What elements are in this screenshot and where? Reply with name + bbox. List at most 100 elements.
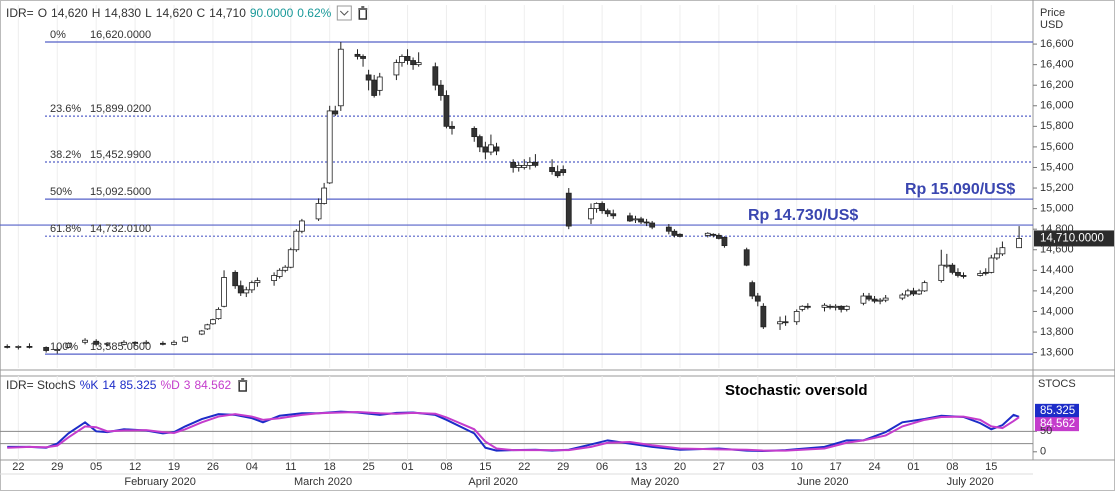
delete-icon[interactable] <box>358 6 368 20</box>
x-tick-label: 22 <box>12 461 24 473</box>
x-tick-label: 24 <box>868 461 880 473</box>
x-tick-label: 18 <box>324 461 336 473</box>
candle-body <box>515 165 522 168</box>
candle-body <box>866 295 872 300</box>
candle-body <box>43 347 50 351</box>
x-tick-label: 04 <box>246 461 258 473</box>
ohlc-value: 14,710 <box>209 6 246 20</box>
ohlc-label: C <box>197 6 206 20</box>
candle-body <box>337 48 344 107</box>
y-tick-label: 15,200 <box>1040 182 1074 194</box>
candle-body <box>54 349 61 351</box>
candle-body <box>399 56 405 63</box>
dropdown[interactable] <box>336 5 352 21</box>
x-tick-label: 19 <box>168 461 180 473</box>
fib-pct: 100% <box>50 341 78 353</box>
candle-body <box>838 305 845 310</box>
x-tick-label: 10 <box>791 461 803 473</box>
x-tick-label: 29 <box>557 461 569 473</box>
x-tick-label: 03 <box>752 461 764 473</box>
candle-body <box>549 167 555 172</box>
fib-value: 16,620.0000 <box>90 29 151 41</box>
candle-body <box>949 264 956 273</box>
candle-body <box>354 53 361 57</box>
candle-body <box>321 187 328 204</box>
candle-body <box>782 321 789 324</box>
candle-body <box>371 79 378 96</box>
candle-body <box>221 277 227 307</box>
fib-pct: 0% <box>50 29 66 41</box>
candle-body <box>104 342 111 345</box>
candle-body <box>721 237 728 247</box>
candle-body <box>326 110 333 184</box>
candle-body <box>754 295 761 302</box>
k-value: 85.325 <box>120 378 157 392</box>
candle-body <box>182 336 189 342</box>
candle-body <box>121 341 127 345</box>
candle-body <box>960 275 967 277</box>
candle-body <box>649 222 656 228</box>
x-tick-label: 05 <box>90 461 102 473</box>
candle-body <box>15 346 22 348</box>
x-tick-label: 12 <box>129 461 141 473</box>
candle-body <box>215 308 222 320</box>
candle-body <box>799 305 806 310</box>
y-axis-title: Price <box>1040 7 1065 19</box>
y-tick-label: 13,800 <box>1040 326 1074 338</box>
y-tick-label: 14,400 <box>1040 264 1074 276</box>
candle-body <box>943 264 950 267</box>
candle-body <box>410 60 416 66</box>
y-tick-label: 14,000 <box>1040 305 1074 317</box>
candle-body <box>988 257 995 273</box>
y-tick-label: 15,000 <box>1040 203 1074 215</box>
candle-body <box>588 208 594 220</box>
candle-body <box>860 295 867 304</box>
candle-body <box>560 169 567 174</box>
delete-icon[interactable] <box>238 378 248 392</box>
candle-body <box>832 305 839 308</box>
candle-body <box>777 321 783 325</box>
candle-body <box>315 203 322 220</box>
x-tick-label: 20 <box>674 461 686 473</box>
candle-body <box>638 218 644 223</box>
candle-body <box>488 144 494 153</box>
fib-pct: 61.8% <box>50 223 81 235</box>
candle-body <box>443 95 450 127</box>
candle-body <box>627 215 633 222</box>
candle-body <box>899 294 906 299</box>
change-pct: 0.62% <box>297 6 331 20</box>
candle-body <box>432 66 439 86</box>
candle-body <box>360 56 366 59</box>
y-tick-label: 15,600 <box>1040 141 1074 153</box>
candle-body <box>877 299 884 302</box>
d-period: 3 <box>184 378 191 392</box>
y-tick-label: 13,600 <box>1040 346 1074 358</box>
marks <box>4 42 1114 452</box>
candle-body <box>704 232 711 236</box>
grid <box>17 5 1037 460</box>
x-tick-label: 01 <box>907 461 919 473</box>
candle-body <box>437 84 444 96</box>
candle-body <box>743 249 750 266</box>
candle-body <box>905 290 911 296</box>
candle-body <box>143 341 150 344</box>
candle-body <box>993 253 1000 259</box>
candle-body <box>482 146 489 153</box>
candle-body <box>710 233 717 236</box>
candle-body <box>521 165 528 168</box>
y-tick-label: 16,200 <box>1040 79 1074 91</box>
candle-body <box>243 289 250 294</box>
month-label: May 2020 <box>631 476 679 488</box>
annotation: Rp 14.730/US$ <box>748 207 858 224</box>
candle-body <box>404 56 411 61</box>
candle-body <box>298 220 305 232</box>
candle-body <box>821 304 828 308</box>
candle-body <box>254 280 261 284</box>
candle-body <box>677 233 683 237</box>
ohlc-label: O <box>38 6 47 20</box>
candle-body <box>26 346 33 348</box>
fib-pct: 23.6% <box>50 103 81 115</box>
stoch-line <box>7 411 1020 452</box>
candle-body <box>749 282 756 297</box>
